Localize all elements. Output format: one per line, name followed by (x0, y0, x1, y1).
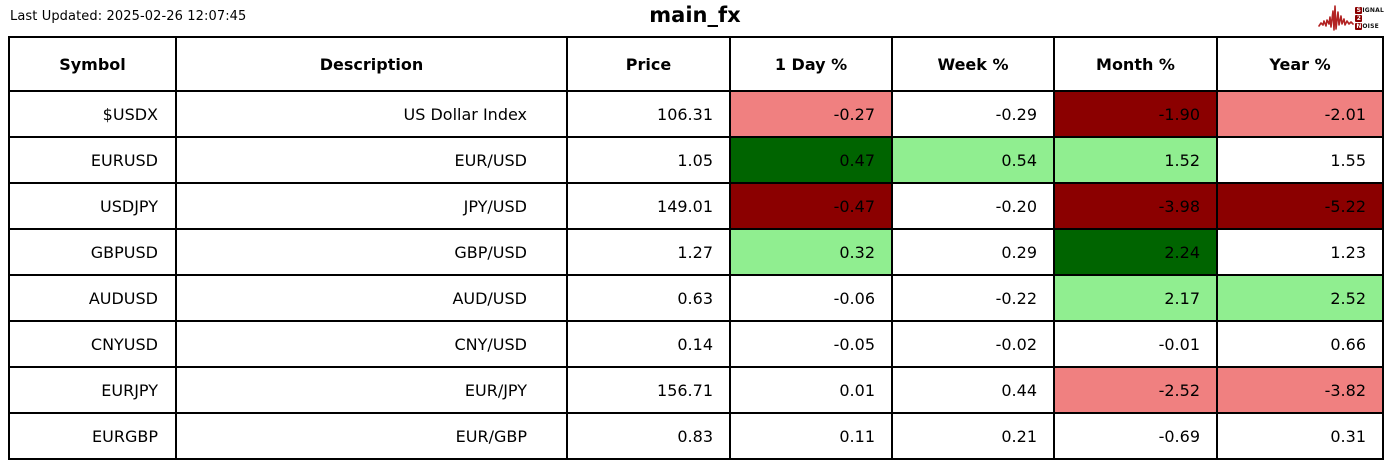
month-pct-cell: 1.52 (1053, 136, 1218, 184)
month-pct-cell: 2.24 (1053, 228, 1218, 276)
day-pct-cell: 0.47 (729, 136, 893, 184)
fx-table: Symbol Description Price 1 Day % Week % … (8, 36, 1384, 460)
description-cell: CNY/USD (175, 320, 568, 368)
year-pct-cell: -2.01 (1216, 90, 1384, 138)
col-header-price: Price (566, 36, 731, 92)
year-pct-cell: 2.52 (1216, 274, 1384, 322)
table-row-cnyusd: CNYUSD CNY/USD 0.14 -0.05 -0.02 -0.01 0.… (8, 320, 1384, 368)
month-pct-cell: -3.98 (1053, 182, 1218, 230)
description-cell: EUR/USD (175, 136, 568, 184)
logo-letter-s: S (1355, 6, 1363, 14)
logo-text: S IGNAL 2 N OISE (1355, 6, 1384, 31)
logo-rest-oise: OISE (1362, 22, 1379, 30)
header-row: Symbol Description Price 1 Day % Week % … (8, 36, 1384, 92)
table-row-eurgbp: EURGBP EUR/GBP 0.83 0.11 0.21 -0.69 0.31 (8, 412, 1384, 460)
year-pct-cell: 1.23 (1216, 228, 1384, 276)
price-cell: 156.71 (566, 366, 731, 414)
week-pct-cell: -0.20 (891, 182, 1055, 230)
description-cell: US Dollar Index (175, 90, 568, 138)
week-pct-cell: -0.29 (891, 90, 1055, 138)
description-cell: EUR/JPY (175, 366, 568, 414)
table-row-eurusd: EURUSD EUR/USD 1.05 0.47 0.54 1.52 1.55 (8, 136, 1384, 184)
symbol-cell: GBPUSD (8, 228, 177, 276)
month-pct-cell: -0.69 (1053, 412, 1218, 460)
waveform-icon (1318, 5, 1355, 31)
description-cell: EUR/GBP (175, 412, 568, 460)
description-cell: AUD/USD (175, 274, 568, 322)
logo-letter-n: N (1355, 22, 1363, 30)
year-pct-cell: 1.55 (1216, 136, 1384, 184)
logo-letter-2: 2 (1355, 14, 1363, 22)
signal2noise-logo: S IGNAL 2 N OISE (1318, 3, 1384, 33)
table-row-usdjpy: USDJPY JPY/USD 149.01 -0.47 -0.20 -3.98 … (8, 182, 1384, 230)
week-pct-cell: 0.54 (891, 136, 1055, 184)
day-pct-cell: -0.47 (729, 182, 893, 230)
symbol-cell: EURGBP (8, 412, 177, 460)
week-pct-cell: 0.44 (891, 366, 1055, 414)
week-pct-cell: 0.21 (891, 412, 1055, 460)
price-cell: 0.14 (566, 320, 731, 368)
price-cell: 0.63 (566, 274, 731, 322)
week-pct-cell: 0.29 (891, 228, 1055, 276)
month-pct-cell: -0.01 (1053, 320, 1218, 368)
col-header-week: Week % (891, 36, 1055, 92)
col-header-month: Month % (1053, 36, 1218, 92)
col-header-1day: 1 Day % (729, 36, 893, 92)
price-cell: 1.05 (566, 136, 731, 184)
logo-rest-ignal: IGNAL (1362, 6, 1384, 14)
price-cell: 0.83 (566, 412, 731, 460)
symbol-cell: $USDX (8, 90, 177, 138)
symbol-cell: USDJPY (8, 182, 177, 230)
year-pct-cell: 0.31 (1216, 412, 1384, 460)
col-header-symbol: Symbol (8, 36, 177, 92)
symbol-cell: EURJPY (8, 366, 177, 414)
symbol-cell: AUDUSD (8, 274, 177, 322)
col-header-year: Year % (1216, 36, 1384, 92)
symbol-cell: EURUSD (8, 136, 177, 184)
last-updated-label: Last Updated: 2025-02-26 12:07:45 (10, 9, 247, 24)
page-title: main_fx (649, 3, 741, 27)
table-row-gbpusd: GBPUSD GBP/USD 1.27 0.32 0.29 2.24 1.23 (8, 228, 1384, 276)
col-header-description: Description (175, 36, 568, 92)
day-pct-cell: 0.32 (729, 228, 893, 276)
year-pct-cell: -5.22 (1216, 182, 1384, 230)
day-pct-cell: -0.05 (729, 320, 893, 368)
description-cell: JPY/USD (175, 182, 568, 230)
symbol-cell: CNYUSD (8, 320, 177, 368)
table-row-eurjpy: EURJPY EUR/JPY 156.71 0.01 0.44 -2.52 -3… (8, 366, 1384, 414)
year-pct-cell: 0.66 (1216, 320, 1384, 368)
month-pct-cell: -1.90 (1053, 90, 1218, 138)
month-pct-cell: -2.52 (1053, 366, 1218, 414)
day-pct-cell: -0.27 (729, 90, 893, 138)
week-pct-cell: -0.22 (891, 274, 1055, 322)
price-cell: 149.01 (566, 182, 731, 230)
description-cell: GBP/USD (175, 228, 568, 276)
day-pct-cell: -0.06 (729, 274, 893, 322)
price-cell: 1.27 (566, 228, 731, 276)
price-cell: 106.31 (566, 90, 731, 138)
table-row-audusd: AUDUSD AUD/USD 0.63 -0.06 -0.22 2.17 2.5… (8, 274, 1384, 322)
table-row-usdx: $USDX US Dollar Index 106.31 -0.27 -0.29… (8, 90, 1384, 138)
day-pct-cell: 0.11 (729, 412, 893, 460)
week-pct-cell: -0.02 (891, 320, 1055, 368)
day-pct-cell: 0.01 (729, 366, 893, 414)
month-pct-cell: 2.17 (1053, 274, 1218, 322)
year-pct-cell: -3.82 (1216, 366, 1384, 414)
